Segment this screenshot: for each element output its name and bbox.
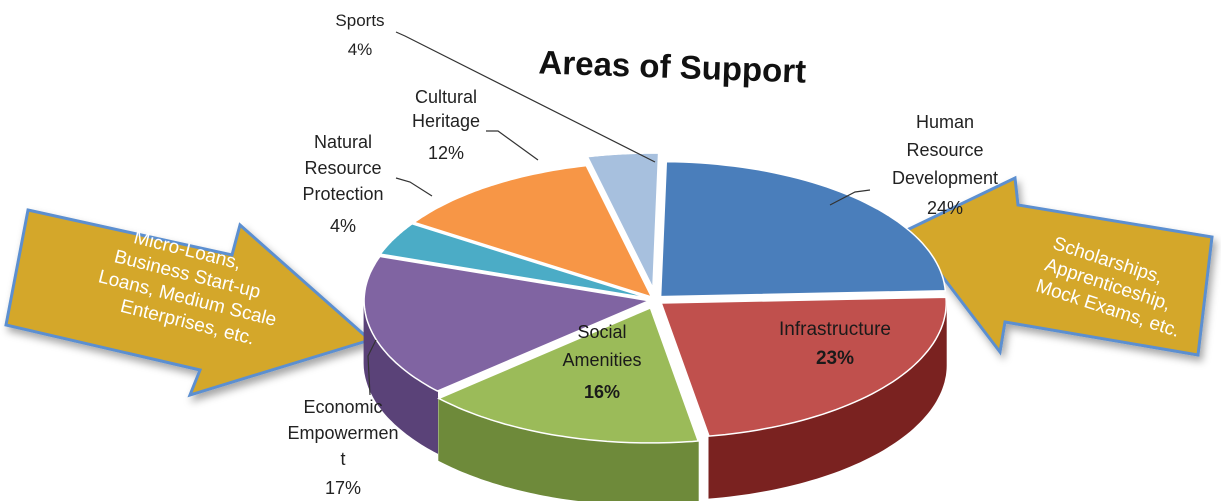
- pie-slice-sports: [586, 152, 660, 289]
- label-social-line: Amenities: [562, 350, 641, 370]
- right-callout-arrow: [904, 175, 1214, 357]
- label-econ-line: t: [340, 449, 345, 469]
- leader-line-human: [829, 189, 871, 206]
- pie-slice-economic-empowerment: [363, 255, 652, 392]
- leader-line-sports: [395, 31, 656, 163]
- right-arrow-shape: [904, 175, 1214, 357]
- data-label-natural-resource-protection: 4%: [330, 216, 356, 236]
- label-social-line: Social: [577, 322, 626, 342]
- label-natural-line: Protection: [302, 184, 383, 204]
- label-cultural-line: Heritage: [412, 111, 480, 131]
- data-label-cultural-heritage: 12%: [428, 143, 464, 163]
- data-label-human-resource-development: 24%: [927, 198, 963, 218]
- pie-slice-cultural-heritage: [412, 164, 654, 299]
- pie-slice-social-amenities: [437, 306, 700, 444]
- leader-line-cultural: [486, 130, 539, 161]
- leader-lines: [367, 31, 871, 396]
- label-human-line: Resource: [906, 140, 983, 160]
- left-callout-arrow: [4, 208, 374, 398]
- left-arrow-shape: [4, 208, 374, 398]
- chart-title: Areas of Support: [538, 43, 807, 89]
- pie-slice-infrastructure: [660, 296, 947, 437]
- data-label-social-amenities: 16%: [584, 382, 620, 402]
- pie-slice-natural-resource-protection: [378, 222, 650, 300]
- leader-line-econ: [367, 339, 377, 396]
- label-human-line: Human: [916, 112, 974, 132]
- data-label-sports: 4%: [348, 40, 373, 59]
- label-infra-line: Infrastructure: [779, 319, 891, 340]
- label-natural-line: Natural: [314, 132, 372, 152]
- label-econ-line: Empowermen: [287, 423, 398, 443]
- label-econ-line: Economic: [303, 397, 382, 417]
- slice-labels: Sports 4% Cultural Heritage 12% Natural Resour…: [287, 11, 998, 498]
- data-label-economic-empowerment: 17%: [325, 478, 361, 498]
- label-cultural-line: Cultural: [415, 87, 477, 107]
- label-natural-line: Resource: [304, 158, 381, 178]
- pie-slice-human-resource-development: [659, 160, 947, 298]
- leader-line-natural: [395, 177, 433, 197]
- label-sports-line: Sports: [335, 11, 384, 30]
- data-label-infrastructure: 23%: [816, 348, 854, 369]
- label-human-line: Development: [892, 168, 998, 188]
- pie-tops: [363, 152, 947, 444]
